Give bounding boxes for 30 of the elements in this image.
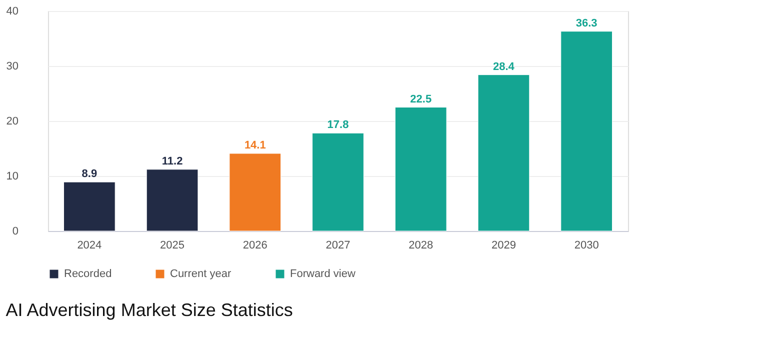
legend-label: Forward view <box>290 268 356 280</box>
x-tick-label: 2028 <box>408 240 434 252</box>
data-label: 14.1 <box>244 139 266 152</box>
bar <box>560 31 613 232</box>
y-tick-label: 40 <box>6 6 18 18</box>
bar <box>478 74 530 232</box>
x-tick-label: 2024 <box>77 240 102 252</box>
y-tick-label: 10 <box>6 170 18 182</box>
y-tick-label: 0 <box>12 226 18 238</box>
legend-label: Recorded <box>64 268 112 280</box>
data-label: 17.8 <box>327 119 349 132</box>
x-tick-label: 2027 <box>326 240 350 252</box>
x-tick-label: 2029 <box>491 240 516 252</box>
legend-label: Current year <box>170 268 232 280</box>
data-label: 28.4 <box>493 60 516 73</box>
x-tick-label: 2025 <box>160 240 185 252</box>
y-tick-label: 20 <box>6 116 18 128</box>
data-label: 8.9 <box>82 168 98 180</box>
bar <box>146 169 198 232</box>
data-label: 11.2 <box>162 155 183 168</box>
bar <box>312 132 364 232</box>
x-tick-label: 2030 <box>574 240 599 252</box>
data-label: 22.5 <box>410 93 432 106</box>
bar <box>229 153 282 232</box>
bar <box>394 107 447 232</box>
y-tick-label: 30 <box>6 60 18 72</box>
x-tick-label: 2026 <box>242 240 268 252</box>
bar <box>63 182 116 232</box>
data-label: 36.3 <box>576 17 598 30</box>
text: AI Advertising Market Size Statistics <box>6 300 293 320</box>
